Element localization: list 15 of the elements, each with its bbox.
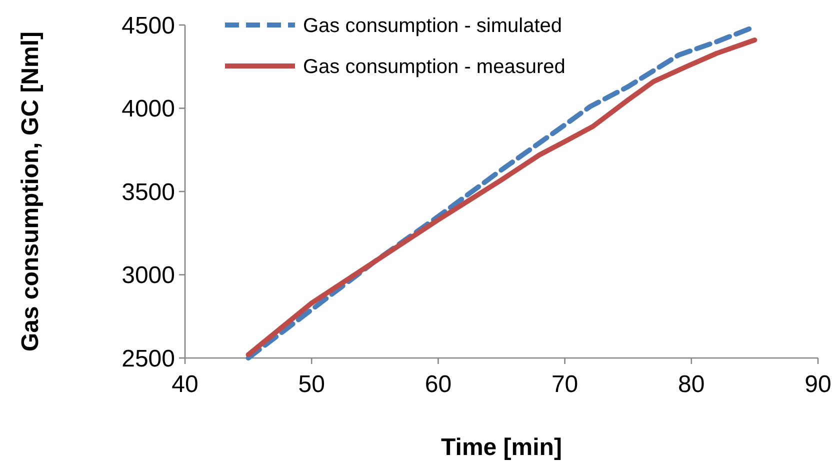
y-tick-label: 3000 bbox=[122, 262, 175, 290]
x-axis-title: Time [min] bbox=[441, 434, 562, 461]
y-tick-label: 4000 bbox=[122, 96, 175, 123]
legend-label: Gas consumption - simulated bbox=[303, 15, 562, 37]
x-tick-label: 40 bbox=[172, 371, 198, 398]
y-axis-title: Gas consumption, GC [Nml] bbox=[17, 31, 44, 352]
legend-label: Gas consumption - measured bbox=[303, 56, 566, 78]
y-tick-label: 4500 bbox=[122, 12, 175, 40]
x-tick-label: 80 bbox=[678, 371, 705, 398]
x-tick-label: 50 bbox=[298, 371, 325, 398]
x-tick-label: 90 bbox=[804, 371, 832, 398]
y-tick-label: 3500 bbox=[122, 178, 175, 206]
y-tick-label: 2500 bbox=[122, 345, 175, 372]
x-tick-label: 60 bbox=[424, 371, 452, 398]
x-tick-label: 70 bbox=[551, 371, 578, 398]
